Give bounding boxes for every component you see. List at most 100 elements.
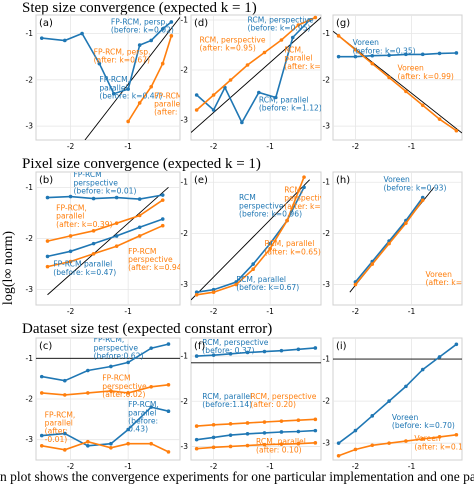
annotation-text: FP-RCM parallel <box>53 260 112 269</box>
x-tick-label: -2 <box>67 462 75 471</box>
series-line-blue <box>338 343 457 444</box>
data-point <box>211 290 216 295</box>
data-point <box>387 399 391 403</box>
annotation-text: (before: k=0.95) <box>248 24 311 33</box>
data-point <box>313 441 318 445</box>
annotation-text: (after: 0.10) <box>256 445 302 454</box>
data-point <box>126 391 130 395</box>
y-tick-label: -1 <box>181 352 189 361</box>
annotation-text: parallel <box>284 54 312 63</box>
panel-label: (f) <box>194 341 205 352</box>
data-point <box>149 38 153 43</box>
data-point <box>228 422 233 426</box>
data-point <box>228 433 233 437</box>
y-tick-label: -1 <box>181 16 189 25</box>
data-point <box>279 38 284 42</box>
annotation-text: parallel <box>154 100 182 109</box>
annotation-text: (before:1.14) <box>202 400 252 409</box>
data-point <box>86 391 90 395</box>
data-point <box>45 195 50 200</box>
data-point <box>302 175 306 179</box>
annotation-text: FP-RCM <box>73 170 101 179</box>
plot-area: Voreen(before: k=0.70)Voreen(after: k=0.… <box>333 342 462 458</box>
x-tick-label: -1 <box>124 462 132 471</box>
x-tick-label: -1 <box>408 462 416 471</box>
y-tick-label: -2 <box>323 397 331 406</box>
series-line-blue <box>47 194 163 200</box>
data-point <box>63 393 67 397</box>
data-point <box>160 223 165 228</box>
data-point <box>114 234 119 238</box>
annotation-text: RCM, perspective <box>199 36 265 45</box>
y-tick-label: -2 <box>323 229 331 238</box>
annotation-text: parallel <box>56 212 84 221</box>
data-point <box>63 378 67 383</box>
data-point <box>353 54 358 59</box>
data-point <box>109 389 113 393</box>
data-point <box>39 391 44 395</box>
x-tick-label: -2 <box>210 462 218 471</box>
annotation-text: (before: k=0.70) <box>392 421 455 430</box>
annotation-text: RCM, perspective <box>202 338 268 347</box>
data-point <box>194 108 199 112</box>
series-line-blue <box>196 429 316 441</box>
data-point <box>290 35 295 40</box>
data-point <box>336 54 341 59</box>
data-point <box>420 195 425 200</box>
series-line-orange <box>47 224 164 268</box>
annotation-text: RCM, parallel <box>259 96 309 105</box>
x-tick-label: -1 <box>266 142 274 151</box>
plot-area: FP-RCM, persp.(before: k=0.02)FP-RCM, pe… <box>39 17 182 140</box>
series-line-orange <box>196 16 316 111</box>
annotation-text: (after: k=0.65) <box>264 247 320 256</box>
data-point <box>228 78 233 82</box>
data-point <box>86 368 90 373</box>
data-point <box>39 443 44 448</box>
data-point <box>63 431 67 436</box>
section-title-pixel: Pixel size convergence (expected k = 1) <box>22 156 261 172</box>
panel-label: (i) <box>336 341 347 352</box>
panel-label: (a) <box>39 18 53 29</box>
annotation-text: FP-RCM <box>128 247 156 256</box>
annotation-text: Voreen <box>426 270 453 279</box>
x-tick-label: -2 <box>210 142 218 151</box>
data-point <box>126 119 130 124</box>
data-point <box>454 128 459 133</box>
data-point <box>137 43 142 47</box>
y-tick-label: -3 <box>26 122 34 131</box>
annotation-text: RCM, parallel <box>256 437 306 446</box>
annotation-text: (before: <box>128 417 158 426</box>
series-line-orange <box>338 35 457 132</box>
y-tick-label: -2 <box>181 229 189 238</box>
data-point <box>251 262 255 266</box>
annotation-text: (after: 0.20) <box>250 400 296 409</box>
y-tick-label: -2 <box>181 397 189 406</box>
annotation-text: RCM, <box>284 185 303 194</box>
data-point <box>262 442 267 447</box>
data-point <box>114 221 119 225</box>
section-title-step: Step size convergence (expected k = 1) <box>22 0 257 16</box>
data-point <box>437 355 442 359</box>
data-point <box>420 52 425 57</box>
annotation-text: (before:0.62) <box>94 351 144 360</box>
data-point <box>211 93 216 97</box>
data-point <box>313 428 318 433</box>
data-point <box>313 346 318 350</box>
annotation-text: (after: k=0.97) <box>284 62 340 71</box>
series-line-orange <box>196 418 316 427</box>
data-point <box>166 342 171 346</box>
annotation-text: RCM, parallel <box>236 275 286 284</box>
data-point <box>211 445 216 450</box>
annotation-text: -0.01) <box>45 435 68 444</box>
data-point <box>126 87 130 91</box>
panel-label: (d) <box>194 18 208 29</box>
data-point <box>370 61 375 66</box>
reference-line <box>191 179 311 301</box>
annotation-text: RCM, <box>284 46 303 55</box>
annotation-text: (before: k=1.12) <box>259 104 322 113</box>
data-point <box>45 254 50 259</box>
data-point <box>149 346 153 350</box>
y-tick-label: -2 <box>26 75 34 84</box>
